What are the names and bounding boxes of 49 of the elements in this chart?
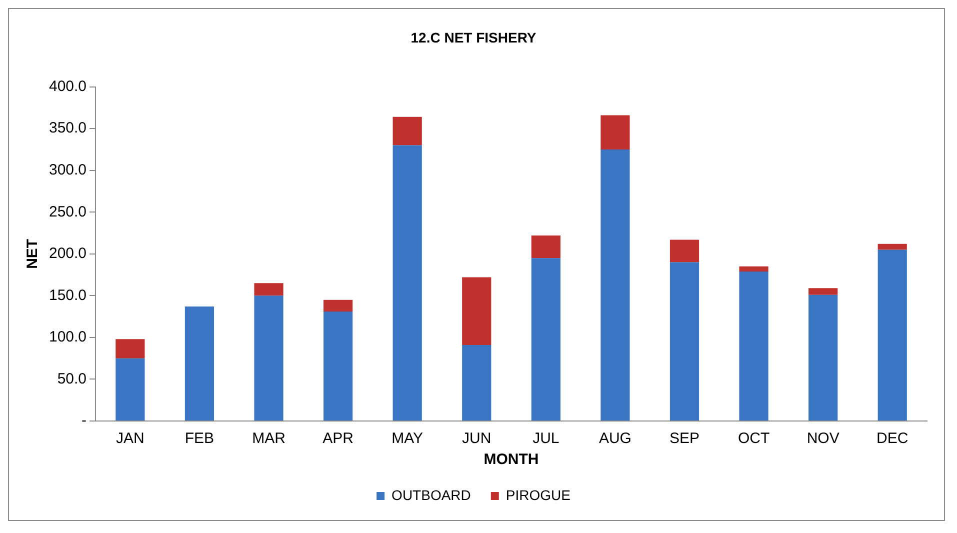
x-tick-label: JAN (116, 430, 144, 448)
legend-label: PIROGUE (506, 486, 570, 503)
bar (878, 244, 907, 250)
y-tick-label: 100.0 (48, 328, 87, 346)
bar (462, 277, 492, 345)
bar (254, 283, 284, 296)
bar (184, 306, 214, 420)
y-tick-label: 300.0 (48, 161, 87, 178)
y-tick-label: - (82, 412, 87, 430)
x-tick-label: OCT (738, 430, 770, 448)
y-tick-label: 400.0 (48, 78, 87, 95)
y-tick-label: 350.0 (48, 120, 87, 137)
x-tick-label: JUN (462, 430, 492, 448)
x-tick-label: MAR (252, 430, 286, 448)
x-tick-label: MAY (392, 430, 424, 448)
y-tick-label: 50.0 (57, 370, 87, 388)
bar (323, 312, 353, 420)
bar (670, 262, 700, 420)
bar (392, 116, 422, 146)
bar (116, 339, 145, 358)
bar (462, 344, 492, 420)
bar (808, 294, 838, 420)
x-tick-label: APR (322, 430, 354, 448)
y-axis-title: NET (24, 238, 42, 269)
bar (739, 266, 768, 272)
bar (670, 240, 700, 262)
bar (808, 288, 838, 295)
bar (600, 115, 630, 150)
bar (531, 236, 560, 258)
y-tick-label: 250.0 (48, 203, 87, 220)
x-tick-label: SEP (669, 430, 700, 448)
x-tick-label: AUG (598, 430, 632, 448)
bar (116, 358, 145, 420)
bar (392, 145, 422, 420)
bar (531, 258, 560, 420)
bar (878, 250, 907, 420)
x-tick-label: NOV (806, 430, 840, 448)
x-axis-title: MONTH (484, 451, 539, 468)
bar (323, 300, 353, 312)
x-tick-label: JUL (532, 430, 560, 448)
bar (254, 296, 284, 420)
chart-title: 12.C NET FISHERY (410, 29, 537, 46)
x-tick-label: DEC (876, 430, 908, 448)
bar (739, 271, 768, 420)
y-tick-label: 200.0 (48, 245, 87, 262)
bar (600, 149, 630, 420)
x-tick-label: FEB (184, 430, 214, 448)
y-tick-label: 150.0 (48, 286, 87, 304)
legend-label: OUTBOARD (392, 486, 471, 503)
